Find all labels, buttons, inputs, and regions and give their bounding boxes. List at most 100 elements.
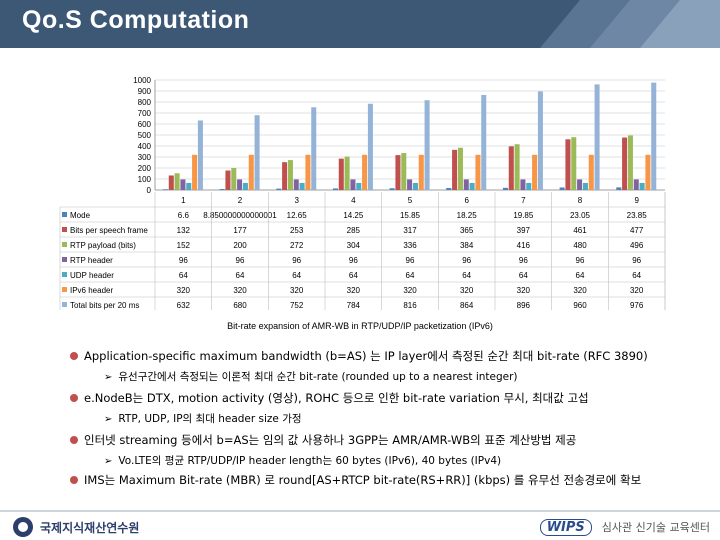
wips-logo: WIPS 심사관 신기술 교육센터	[539, 516, 710, 538]
bar	[407, 179, 413, 190]
bar	[446, 187, 452, 190]
bar	[225, 170, 231, 190]
data-label: 96	[462, 256, 471, 265]
data-label: 64	[576, 271, 585, 280]
title-bar: Qo.S Computation	[0, 0, 720, 48]
legend-entry: UDP header	[70, 271, 114, 280]
data-label: 177	[233, 226, 247, 235]
legend-entry: RTP header	[70, 256, 113, 265]
data-label: 480	[573, 241, 587, 250]
x-tick-label: 3	[294, 196, 299, 205]
data-label: 64	[179, 271, 188, 280]
bar	[418, 154, 424, 190]
data-label: 152	[177, 241, 191, 250]
data-label: 864	[460, 301, 474, 310]
bar	[463, 179, 469, 190]
data-label: 320	[573, 286, 587, 295]
data-label: 416	[517, 241, 531, 250]
data-label: 320	[630, 286, 644, 295]
bar	[197, 120, 203, 190]
bullet-3-text: 인터넷 streaming 등에서 b=AS는 임의 값 사용하나 3GPP는 …	[84, 433, 577, 447]
data-label: 272	[290, 241, 304, 250]
bar	[299, 182, 305, 190]
bullet-dot-icon	[70, 393, 78, 402]
data-label: 64	[406, 271, 415, 280]
bar	[627, 135, 633, 190]
legend-swatch	[62, 227, 67, 232]
legend-swatch	[62, 302, 67, 307]
bullet-2: e.NodeB는 DTX, motion activity (영상), ROHC…	[70, 390, 589, 406]
data-label: 96	[179, 256, 188, 265]
y-tick-label: 200	[138, 164, 152, 173]
bar	[588, 154, 594, 190]
legend-swatch	[62, 242, 67, 247]
legend-swatch	[62, 272, 67, 277]
data-label: 64	[462, 271, 471, 280]
bar	[502, 187, 508, 190]
bar	[622, 137, 628, 190]
data-label: 64	[519, 271, 528, 280]
bar	[350, 179, 356, 190]
bar	[452, 149, 458, 190]
bar	[424, 100, 430, 190]
x-tick-label: 8	[578, 196, 583, 205]
bar	[559, 187, 565, 190]
x-tick-label: 1	[181, 196, 186, 205]
bar	[577, 179, 583, 190]
data-label: 96	[519, 256, 528, 265]
data-label: 23.85	[627, 211, 648, 220]
data-label: 64	[632, 271, 641, 280]
x-tick-label: 5	[408, 196, 413, 205]
x-tick-label: 4	[351, 196, 356, 205]
legend-swatch	[62, 287, 67, 292]
bar	[192, 154, 198, 190]
institute-emblem-icon	[13, 517, 33, 537]
bullet-dot-icon	[70, 435, 78, 444]
footer-divider	[0, 510, 720, 512]
bullet-1-text: Application-specific maximum bandwidth (…	[84, 349, 648, 363]
bar	[231, 168, 237, 190]
bar	[469, 182, 475, 190]
x-tick-label: 7	[521, 196, 526, 205]
data-label: 680	[233, 301, 247, 310]
bullet-1: Application-specific maximum bandwidth (…	[70, 348, 648, 364]
legend-entry: RTP payload (bits)	[70, 241, 136, 250]
bullet-4-text: IMS는 Maximum Bit-rate (MBR) 로 round[AS+R…	[84, 473, 642, 487]
data-label: 96	[632, 256, 641, 265]
data-label: 397	[517, 226, 531, 235]
bar	[186, 182, 192, 190]
bar	[616, 187, 622, 190]
y-tick-label: 800	[138, 98, 152, 107]
data-label: 19.85	[513, 211, 534, 220]
bar	[389, 188, 395, 190]
bar	[412, 182, 418, 190]
bar	[311, 107, 317, 190]
bar	[594, 84, 600, 190]
data-label: 632	[177, 301, 191, 310]
bullet-3: 인터넷 streaming 등에서 b=AS는 임의 값 사용하나 3GPP는 …	[70, 432, 576, 448]
bar	[344, 156, 350, 190]
data-label: 96	[292, 256, 301, 265]
data-label: 320	[460, 286, 474, 295]
sub-bullet-2: ➢ RTP, UDP, IP의 최대 header size 가정	[104, 411, 302, 426]
data-label: 336	[403, 241, 417, 250]
bar	[401, 153, 407, 190]
data-label: 317	[403, 226, 417, 235]
data-label: 132	[177, 226, 191, 235]
sub-bullet-2-text: RTP, UDP, IP의 최대 header size 가정	[118, 413, 302, 425]
bar	[276, 188, 282, 190]
y-tick-label: 400	[138, 142, 152, 151]
data-label: 96	[406, 256, 415, 265]
arrow-icon: ➢	[104, 414, 113, 425]
bar	[287, 160, 293, 190]
bar	[242, 182, 248, 190]
data-label: 6.6	[178, 211, 190, 220]
data-label: 461	[573, 226, 587, 235]
bar	[475, 154, 481, 190]
chart-caption: Bit-rate expansion of AMR-WB in RTP/UDP/…	[227, 321, 493, 331]
sub-bullet-3-text: Vo.LTE의 평균 RTP/UDP/IP header length는 60 …	[118, 455, 502, 467]
legend-swatch	[62, 257, 67, 262]
y-tick-label: 1000	[133, 76, 151, 85]
data-label: 320	[517, 286, 531, 295]
